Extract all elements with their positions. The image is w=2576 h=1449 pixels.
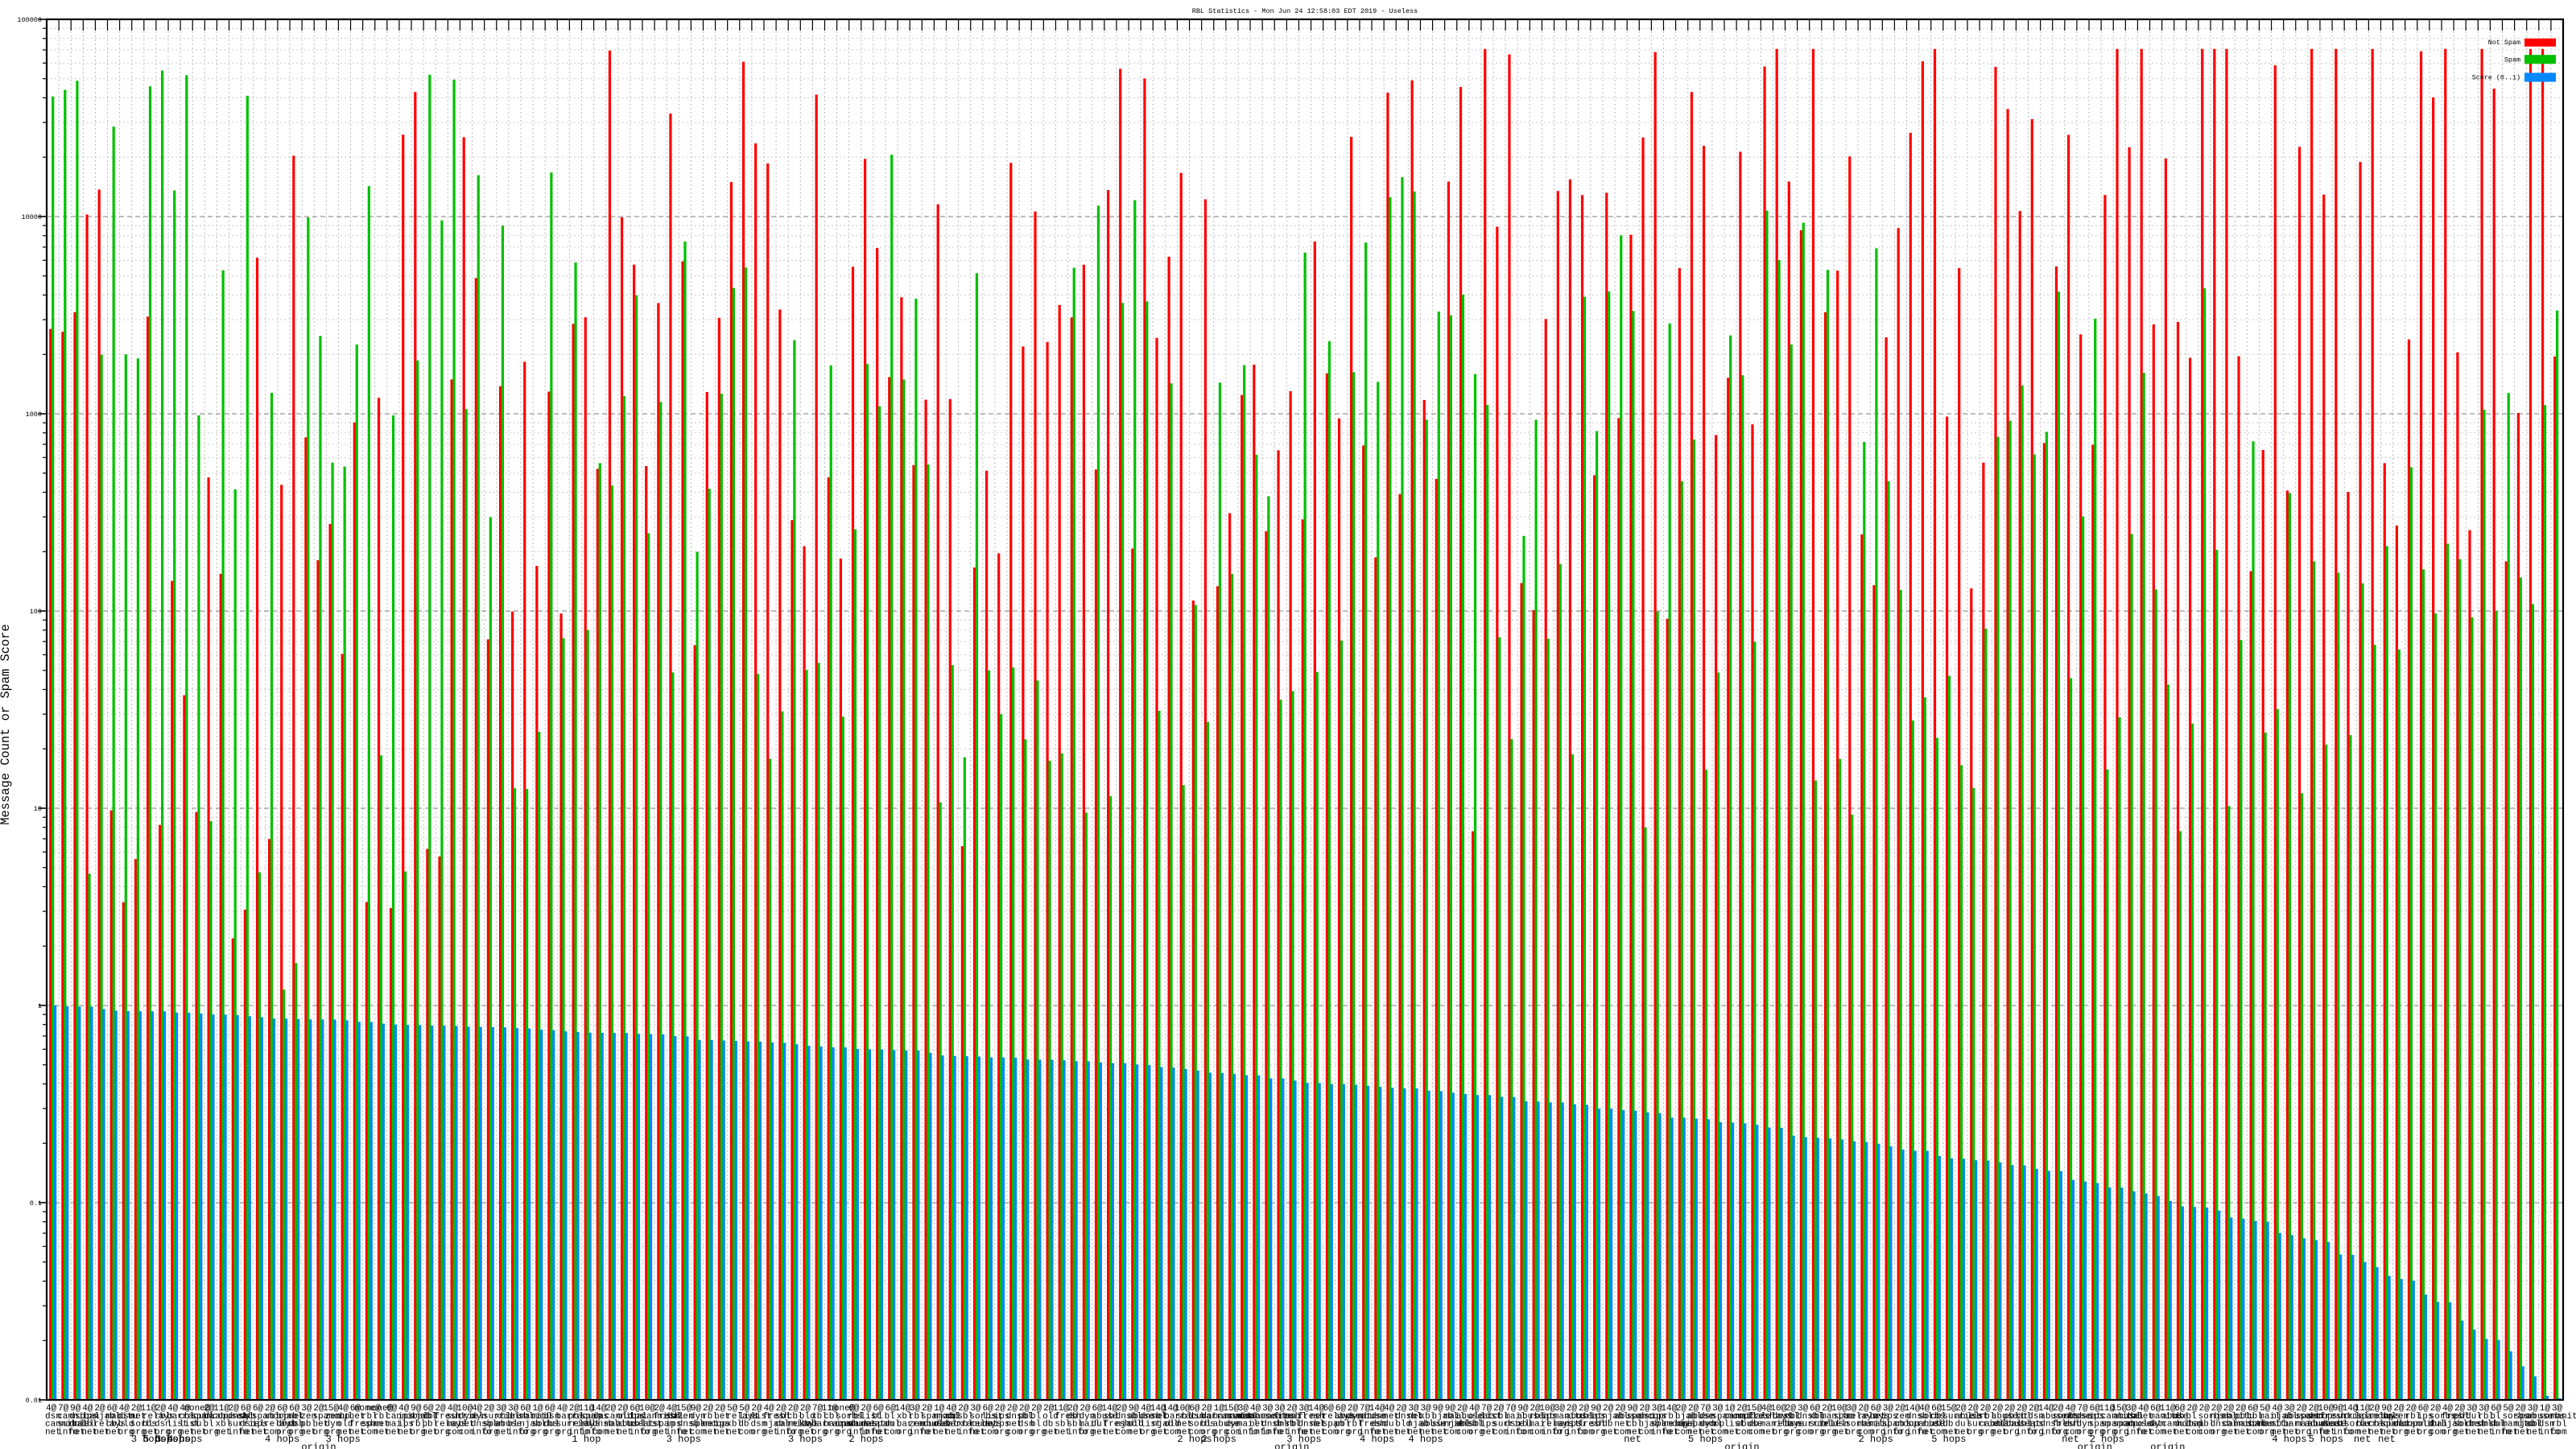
svg-text:2 hops: 2 hops [2090,1434,2124,1445]
svg-text:2 hops: 2 hops [848,1434,883,1445]
svg-text:4 hops: 4 hops [2272,1434,2306,1445]
svg-text:1000: 1000 [26,411,42,419]
svg-text:Score (0..1): Score (0..1) [2472,74,2520,82]
svg-text:Message Count or Spam Score: Message Count or Spam Score [0,624,13,824]
svg-text:net: net [2354,1434,2372,1445]
svg-text:net: net [2062,1434,2079,1445]
svg-text:0.1: 0.1 [30,1199,42,1208]
svg-text:5 hops: 5 hops [2309,1434,2343,1445]
svg-text:1: 1 [38,1002,42,1010]
svg-text:RBL Statistics - Mon Jun 24 12: RBL Statistics - Mon Jun 24 12:58:03 EDT… [1192,7,1418,15]
svg-text:100: 100 [30,608,42,616]
svg-text:0.01: 0.01 [26,1397,42,1405]
svg-text:4 hops: 4 hops [167,1434,202,1445]
svg-text:4 hops: 4 hops [1409,1434,1443,1445]
svg-text:Spam: Spam [2504,56,2520,64]
svg-text:1 hop: 1 hop [572,1434,601,1445]
svg-text:net: net [2378,1434,2396,1445]
svg-text:2 hops: 2 hops [1859,1434,1893,1445]
svg-text:4 hops: 4 hops [265,1434,299,1445]
svg-text:4 hops: 4 hops [1360,1434,1394,1445]
svg-text:com: com [2551,1427,2567,1437]
svg-text:10000: 10000 [21,213,42,221]
svg-text:10: 10 [34,805,42,813]
svg-text:100000: 100000 [17,16,42,24]
svg-text:3 hops: 3 hops [667,1434,701,1445]
svg-text:5 hops: 5 hops [1931,1434,1966,1445]
svg-text:5 hops: 5 hops [1688,1434,1723,1445]
svg-text:Not Spam: Not Spam [2488,39,2520,47]
svg-text:3 hops: 3 hops [1286,1434,1321,1445]
svg-text:3 hops: 3 hops [326,1434,361,1445]
svg-text:net: net [1624,1434,1641,1445]
svg-text:origin: origin [2150,1442,2185,1449]
svg-text:3 hops: 3 hops [788,1434,823,1445]
svg-text:2 hops: 2 hops [1202,1434,1236,1445]
svg-text:origin: origin [1724,1442,1759,1449]
